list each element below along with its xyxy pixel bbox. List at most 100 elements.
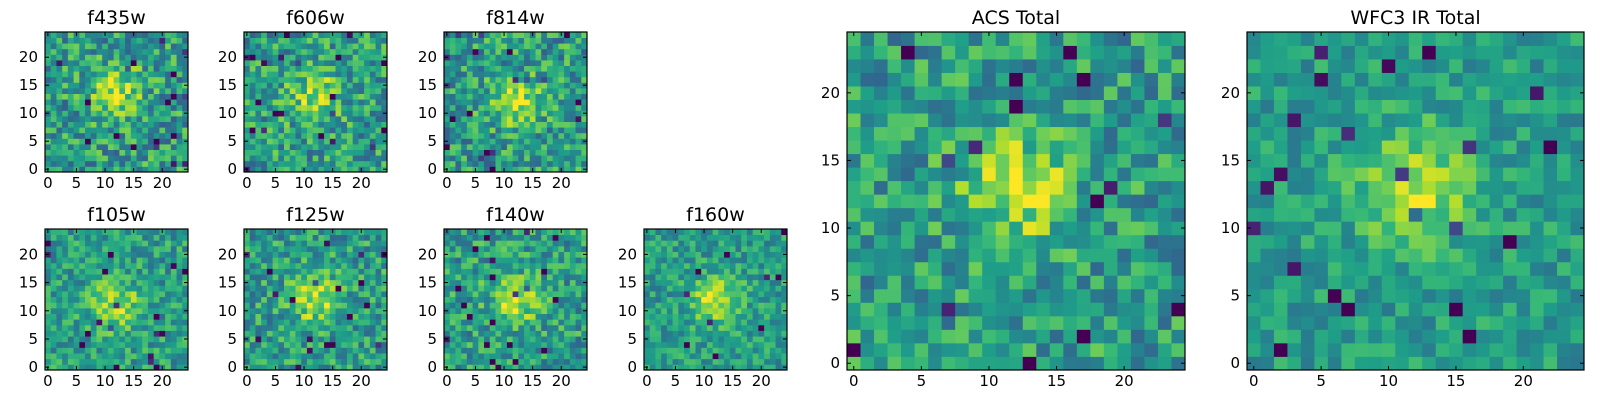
- heatmap-cell: [79, 127, 86, 134]
- heatmap-cell: [995, 302, 1010, 317]
- heatmap-cell: [874, 180, 888, 195]
- heatmap-cell: [341, 291, 348, 298]
- heatmap-cell: [119, 229, 126, 236]
- heatmap-cell: [335, 104, 342, 111]
- heatmap-cell: [50, 144, 57, 150]
- heatmap-cell: [255, 71, 262, 78]
- heatmap-cell: [581, 160, 588, 167]
- heatmap-cell: [136, 104, 143, 111]
- heatmap-cell: [142, 341, 149, 348]
- heatmap-cell: [1076, 315, 1091, 330]
- heatmap-cell: [546, 65, 554, 72]
- heatmap-cell: [102, 54, 109, 61]
- heatmap-cell: [558, 60, 565, 66]
- heatmap-cell: [575, 110, 582, 117]
- heatmap-cell: [518, 257, 525, 264]
- heatmap-cell: [529, 341, 536, 348]
- heatmap-cell: [62, 257, 69, 264]
- heatmap-cell: [535, 37, 542, 44]
- heatmap-cell: [1076, 167, 1091, 182]
- heatmap-cell: [569, 313, 576, 320]
- heatmap-cell: [125, 160, 132, 167]
- heatmap-cell: [569, 54, 576, 61]
- heatmap-cell: [449, 82, 456, 89]
- heatmap-cell: [352, 285, 359, 292]
- heatmap-cell: [341, 313, 348, 320]
- heatmap-cell: [165, 245, 172, 252]
- heatmap-cell: [50, 127, 57, 134]
- heatmap-cell: [56, 166, 63, 173]
- heatmap-cell: [472, 234, 479, 241]
- heatmap-cell: [244, 160, 251, 167]
- heatmap-cell: [130, 99, 137, 106]
- heatmap-cell: [255, 110, 262, 117]
- heatmap-cell: [352, 132, 359, 139]
- heatmap-cell: [278, 274, 285, 281]
- heatmap-cell: [182, 313, 189, 320]
- heatmap-cell: [569, 251, 576, 258]
- heatmap-cell: [249, 160, 256, 167]
- heatmap-cell: [284, 76, 291, 83]
- heatmap-cell: [261, 110, 268, 117]
- heatmap-cell: [295, 296, 302, 303]
- heatmap-cell: [176, 110, 183, 117]
- heatmap-cell: [79, 234, 86, 241]
- heatmap-cell: [661, 353, 668, 360]
- heatmap-cell: [1049, 302, 1064, 317]
- heatmap-cell: [461, 132, 468, 139]
- heatmap-cell: [735, 347, 742, 354]
- heatmap-cell: [295, 229, 302, 236]
- heatmap-cell: [352, 121, 359, 128]
- heatmap-cell: [478, 144, 485, 150]
- heatmap-cell: [324, 88, 331, 94]
- heatmap-cell: [324, 245, 331, 252]
- heatmap-cell: [529, 245, 536, 252]
- heatmap-cell: [1157, 248, 1172, 263]
- heatmap-cell: [358, 319, 365, 326]
- heatmap-cell: [306, 160, 314, 167]
- heatmap-cell: [489, 245, 496, 252]
- heatmap-cell: [352, 76, 359, 83]
- heatmap-cell: [672, 234, 679, 241]
- heatmap-cell: [1157, 234, 1172, 249]
- heatmap-cell: [62, 48, 69, 55]
- heatmap-cell: [764, 364, 771, 371]
- heatmap-cell: [518, 149, 525, 156]
- heatmap-cell: [352, 291, 359, 298]
- heatmap-cell: [278, 37, 285, 44]
- heatmap-cell: [284, 336, 291, 343]
- heatmap-cell: [278, 32, 285, 38]
- heatmap-cell: [130, 65, 137, 72]
- heatmap-cell: [130, 88, 137, 94]
- heatmap-cell: [79, 71, 86, 78]
- heatmap-cell: [67, 37, 74, 44]
- heatmap-cell: [558, 279, 565, 286]
- heatmap-cell: [495, 166, 502, 173]
- heatmap-cell: [255, 54, 262, 61]
- heatmap-cell: [495, 358, 502, 365]
- heatmap-cell: [249, 330, 256, 337]
- heatmap-cell: [706, 245, 714, 252]
- heatmap-cell: [1103, 302, 1118, 317]
- heatmap-cells: [45, 32, 189, 173]
- heatmap-cell: [261, 234, 268, 241]
- heatmap-cell: [142, 82, 149, 89]
- heatmap-cell: [529, 251, 536, 258]
- heatmap-cell: [50, 324, 57, 331]
- heatmap-cell: [289, 166, 296, 173]
- heatmap-cell: [495, 132, 502, 139]
- heatmap-cell: [529, 358, 536, 365]
- heatmap-cell: [85, 127, 92, 134]
- heatmap-cell: [689, 245, 696, 252]
- heatmap-cell: [272, 76, 279, 83]
- heatmap-cell: [176, 121, 183, 128]
- heatmap-cell: [45, 245, 52, 252]
- heatmap-cell: [518, 324, 525, 331]
- heatmap-cell: [1144, 234, 1159, 249]
- heatmap-cell: [364, 54, 371, 61]
- x-tick-label: 10: [495, 174, 514, 192]
- heatmap-cell: [176, 285, 183, 292]
- heatmap-cell: [79, 257, 86, 264]
- heatmap-cell: [1063, 288, 1078, 303]
- heatmap-cell: [546, 341, 554, 348]
